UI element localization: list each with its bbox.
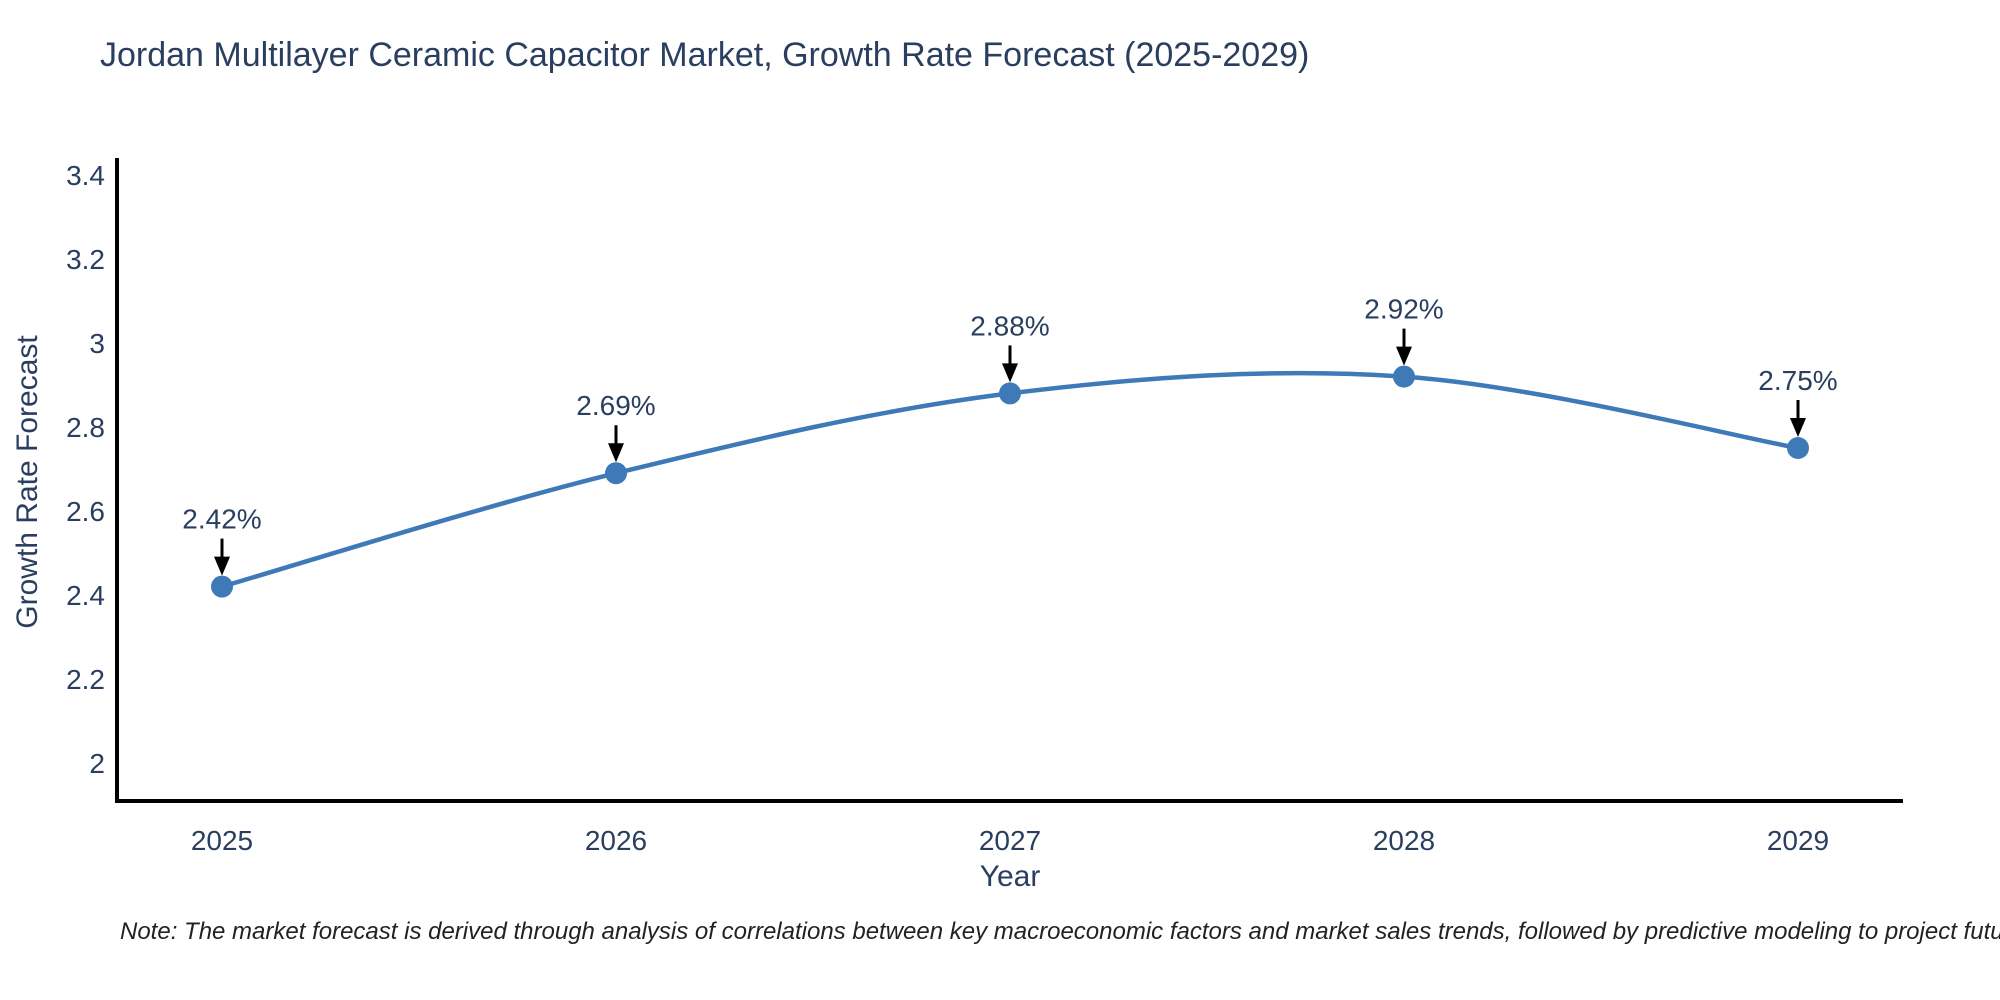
footnote: Note: The market forecast is derived thr… xyxy=(120,918,2000,945)
annotation-arrowhead xyxy=(1002,363,1018,383)
x-tick-label: 2026 xyxy=(585,825,647,856)
data-point-label: 2.69% xyxy=(576,390,655,421)
annotation-arrowhead xyxy=(1396,346,1412,366)
data-point-label: 2.75% xyxy=(1758,365,1837,396)
y-tick-label: 2.4 xyxy=(66,580,105,611)
data-point-label: 2.92% xyxy=(1364,294,1443,325)
y-tick-label: 2.2 xyxy=(66,664,105,695)
data-point-marker[interactable] xyxy=(999,382,1021,405)
y-tick-label: 3.4 xyxy=(66,160,105,191)
data-point-marker[interactable] xyxy=(605,462,627,485)
x-tick-label: 2028 xyxy=(1373,825,1435,856)
annotation-arrowhead xyxy=(1790,418,1806,437)
annotation-arrowhead xyxy=(214,556,230,576)
data-point-marker[interactable] xyxy=(1787,437,1809,459)
y-tick-label: 2 xyxy=(89,748,105,779)
x-axis-title: Year xyxy=(979,860,1041,893)
x-tick-label: 2027 xyxy=(979,825,1041,856)
data-point-label: 2.88% xyxy=(970,310,1049,341)
y-axis-title: Growth Rate Forecast xyxy=(11,335,44,629)
y-tick-label: 2.6 xyxy=(66,496,105,527)
data-point-label: 2.42% xyxy=(182,504,261,535)
y-tick-label: 3 xyxy=(89,328,105,359)
series-line xyxy=(221,370,1799,589)
y-tick-label: 3.2 xyxy=(66,244,105,275)
x-tick-label: 2029 xyxy=(1767,825,1829,856)
data-point-marker[interactable] xyxy=(211,575,233,598)
y-tick-label: 2.8 xyxy=(66,412,105,443)
x-tick-label: 2025 xyxy=(191,825,253,856)
annotation-arrowhead xyxy=(608,443,624,463)
data-point-marker[interactable] xyxy=(1393,365,1415,388)
chart-title: Jordan Multilayer Ceramic Capacitor Mark… xyxy=(100,36,1310,74)
